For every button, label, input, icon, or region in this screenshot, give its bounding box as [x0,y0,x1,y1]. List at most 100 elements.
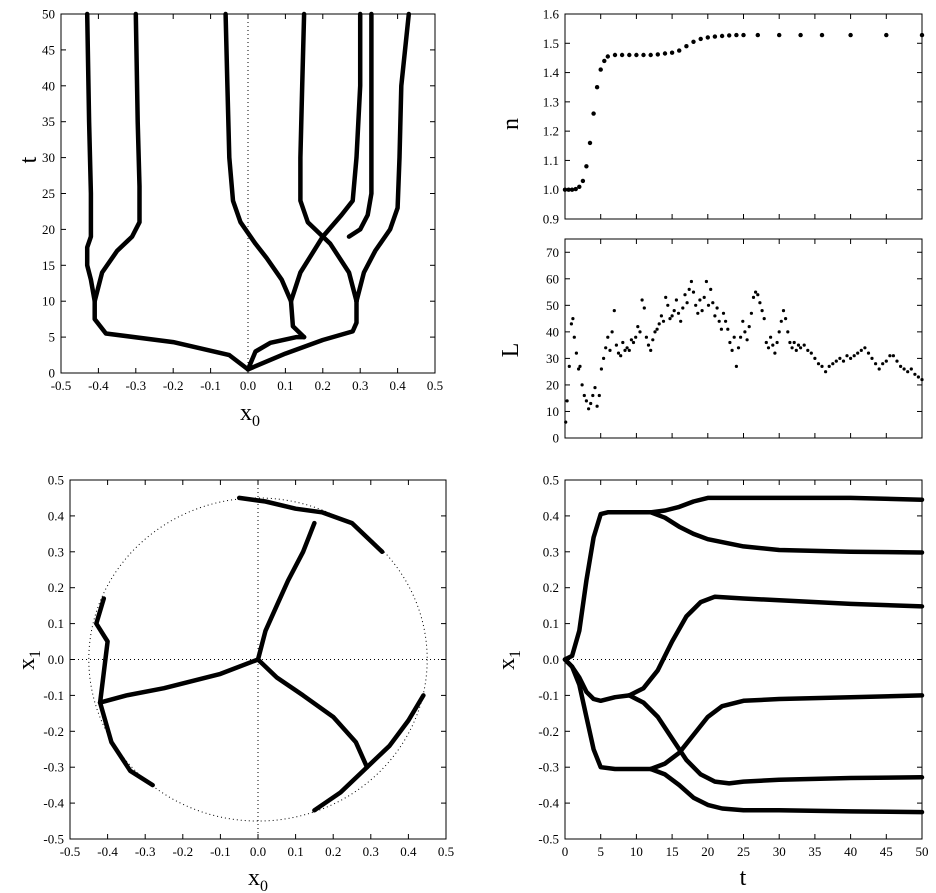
data-point [866,351,871,355]
data-point [689,279,694,284]
branch-line-9 [648,766,925,815]
data-point [687,287,691,291]
y-axis-label-main: x [14,658,40,670]
branch-line-3 [97,700,155,788]
data-point [702,295,706,299]
data-point [681,306,685,310]
data-point [719,33,725,39]
y-tick-label: -0.1 [538,688,559,703]
y-tick-label: -0.3 [43,760,64,775]
data-point [627,348,631,352]
x-tick-label: 5 [597,844,604,859]
data-point [662,51,668,56]
x-tick-label: 0.3 [352,378,368,393]
y-tick-label: 50 [546,298,559,313]
y-tick-label: -0.5 [538,832,559,847]
data-point [909,367,913,371]
branch-line-10 [346,11,374,239]
data-point [762,317,766,321]
x-tick-label: -0.2 [163,378,184,393]
y-tick-label: 1.3 [543,94,559,109]
data-point [649,348,653,352]
data-point [899,364,903,368]
data-point [604,346,608,350]
data-point [623,348,627,352]
x-tick-label: 0.0 [250,844,266,859]
data-point [598,67,603,72]
data-point [820,364,824,368]
data-point [736,346,741,350]
branch-line-4 [255,520,317,662]
data-point [578,364,582,368]
data-point [727,33,732,38]
y-axis-label-main: t [16,156,42,163]
panel-top-left: 0 5 10 15 20 25 30 35 40 45 50 -0.5 -0.4 -0.3 -0.2 -0.1… [16,7,443,431]
y-tick-label: 20 [546,377,559,392]
y-axis-label: x1 [494,650,524,670]
branch-line-3 [648,510,925,555]
data-point [816,362,821,366]
data-point [717,319,721,323]
data-point [895,359,899,363]
x-tick-label: -0.5 [51,378,72,393]
y-tick-label: 0 [553,431,560,446]
data-point [766,346,771,350]
y-tick-label: 0.0 [543,652,559,667]
y-tick-label: -0.2 [43,724,64,739]
x-tick-label: -0.3 [126,378,147,393]
data-point [619,52,625,58]
y-tick-label: 10 [546,404,559,419]
y-tick-label: 0.3 [543,544,559,559]
data-point [674,298,679,302]
data-point [685,301,689,305]
branch-line-8 [298,11,359,304]
y-tick-label: 0.1 [48,616,64,631]
x-tick-label: -0.1 [200,378,221,393]
data-point [698,298,702,302]
y-tick-label: 0.5 [543,473,559,488]
y-tick-label: 0.1 [543,616,559,631]
x-tick-label: 30 [773,844,786,859]
y-axis-label: x1 [14,650,44,670]
data-point [859,348,863,352]
y-tick-label: 0.0 [48,652,64,667]
data-point [569,187,575,192]
y-tick-label: 30 [546,351,559,366]
data-point [794,348,798,352]
panel-top-right: 0.9 1.0 1.1 1.2 1.3 1.4 1.5 1.6 n [498,7,925,227]
y-tick-label: 0.3 [48,544,64,559]
data-point [634,52,639,58]
data-point [745,338,749,342]
branch-line-1 [92,298,251,372]
y-tick-label: 70 [546,245,559,260]
data-point [572,335,576,339]
data-point [577,367,581,371]
x-tick-label: -0.1 [210,844,231,859]
data-point [824,370,828,374]
data-point [730,348,734,352]
data-point [863,346,867,350]
data-point [758,301,762,305]
data-point [593,386,597,390]
data-point [775,340,779,345]
x-tick-label: 0.2 [315,378,331,393]
y-tick-label: -0.2 [538,724,559,739]
data-point [627,52,632,58]
data-point [606,335,610,339]
data-point [573,186,578,192]
data-point [569,322,574,326]
y-tick-label: 40 [546,324,559,339]
branch-line-7 [245,298,359,372]
branch-line-6 [288,11,363,304]
data-point [661,319,666,323]
y-tick-label: 40 [42,78,55,93]
y-tick-label: 1.6 [543,7,560,22]
data-point [756,293,760,297]
panel-bottom-right: -0.5 -0.4 -0.3 -0.2 -0.1 0.0 0.1 0.2 0.3 0.4 0.5 0 5… [494,473,929,892]
data-point [881,362,885,366]
data-point [713,314,717,318]
y-tick-label: 0.2 [48,580,64,595]
branch-line-5 [627,594,925,698]
data-point [669,50,675,55]
x-tick-label: 0.0 [240,378,256,393]
